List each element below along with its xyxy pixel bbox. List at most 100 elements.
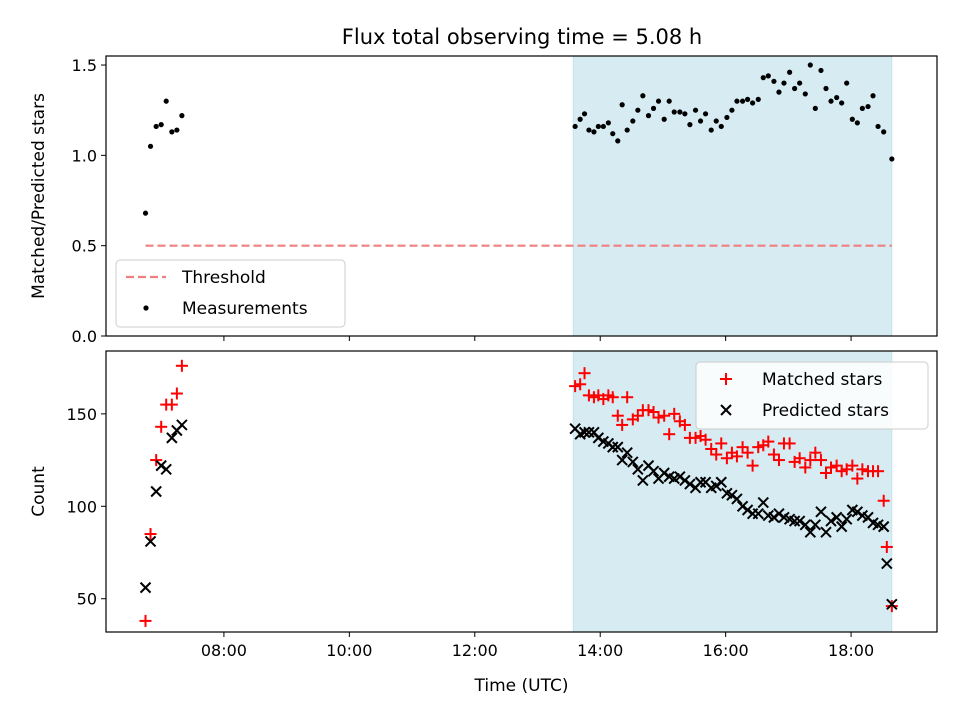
measurement-point (671, 109, 677, 115)
measurement-point (600, 123, 606, 130)
predicted-star-marker (840, 513, 853, 525)
marker-stroke (647, 465, 660, 477)
predicted-star-marker (809, 519, 822, 531)
matched-star-marker (835, 465, 848, 478)
predicted-star-marker (804, 526, 817, 538)
measurement-point (881, 129, 887, 135)
marker-stroke (150, 485, 162, 498)
measurement-point (666, 98, 672, 104)
predicted-star-marker (160, 463, 172, 476)
measurement-point (630, 118, 636, 124)
measurement-point (755, 96, 761, 102)
marker-stroke (637, 474, 649, 487)
measurement-point (889, 156, 895, 162)
predicted-star-marker (166, 432, 178, 444)
x-axis-label: Time (UTC) (474, 676, 569, 696)
predicted-star-marker (647, 465, 660, 477)
marker-stroke (616, 454, 628, 466)
observing-window-shade (572, 55, 893, 337)
matched-star-marker (170, 387, 183, 400)
marker-stroke (862, 511, 874, 524)
matched-star-marker (772, 454, 785, 467)
measurement-point (635, 107, 641, 113)
legend: Matched stars Predicted stars (695, 361, 929, 430)
matched-star-marker (793, 452, 806, 465)
predicted-star-marker (694, 476, 707, 488)
matched-star-marker (767, 448, 780, 461)
measurement-point (158, 122, 164, 128)
marker-stroke (783, 513, 796, 525)
matched-star-marker (877, 494, 890, 507)
measurement-point (834, 94, 840, 101)
legend-box (115, 259, 346, 328)
matched-star-marker (175, 359, 188, 372)
measurement-point (750, 100, 756, 106)
legend-predicted-swatch (720, 404, 732, 416)
marker-stroke (830, 511, 843, 524)
x-tick-label: 12:00 (452, 641, 498, 660)
matched-star-marker (814, 454, 827, 467)
matched-star-marker (144, 528, 157, 541)
marker-stroke (804, 526, 817, 538)
predicted-star-marker (621, 446, 633, 459)
matched-star-marker (880, 540, 893, 553)
marker-stroke (684, 478, 696, 490)
marker-stroke (160, 463, 172, 476)
marker-stroke (166, 432, 178, 444)
matched-star-marker (647, 406, 660, 419)
matched-star-marker (885, 600, 898, 613)
measurement-point (797, 80, 803, 86)
measurement-point (844, 80, 850, 86)
matched-star-marker (578, 367, 591, 380)
marker-stroke (752, 507, 764, 520)
matched-star-marker (872, 465, 885, 478)
matched-star-marker (569, 380, 582, 393)
bottom-panel: 08:00 10:00 12:00 14:00 16:00 18:00 50 100 150 Co… (29, 350, 938, 696)
matched-star-marker (846, 459, 859, 472)
measurement-point (179, 113, 185, 119)
marker-stroke (872, 519, 884, 531)
marker-stroke (835, 520, 848, 533)
measurement-point (828, 98, 834, 104)
measurement-point (865, 103, 871, 110)
measurement-point (771, 78, 777, 84)
matched-star-marker (762, 435, 775, 448)
measurement-point (776, 89, 782, 95)
y-tick-label: 1.0 (72, 146, 97, 165)
y-tick-label: 150 (66, 405, 97, 424)
legend-label: Predicted stars (762, 401, 889, 421)
marker-stroke (793, 515, 806, 527)
marker-stroke (694, 476, 707, 488)
predicted-star-marker (820, 526, 832, 538)
predicted-star-marker (788, 515, 801, 527)
matched-star-marker (139, 614, 152, 627)
matched-star-marker (752, 441, 765, 454)
y-tick-label: 0.5 (72, 237, 97, 256)
predicted-star-marker (881, 557, 893, 570)
x-tick-label: 10:00 (326, 641, 372, 660)
legend: Threshold Measurements (115, 259, 346, 328)
measurement-point (692, 107, 699, 113)
marker-stroke (778, 511, 790, 524)
marker-stroke (597, 435, 610, 448)
measurement-point (859, 105, 865, 111)
y-axis-label: Matched/Predicted stars (29, 93, 49, 299)
y-tick-label: 50 (77, 590, 97, 609)
y-axis-label: Count (29, 466, 49, 517)
predicted-star-marker (835, 520, 848, 533)
series-plus (139, 359, 898, 627)
marker-stroke (607, 441, 619, 453)
predicted-star-marker (731, 493, 743, 505)
measurement-point (619, 102, 625, 108)
marker-stroke (569, 422, 581, 435)
measurement-point (713, 118, 719, 124)
marker-stroke (799, 519, 812, 531)
measurement-point (854, 120, 860, 126)
matched-star-marker (720, 452, 733, 465)
x-tick-label: 14:00 (577, 641, 623, 660)
marker-stroke (612, 441, 624, 453)
measurement-point (169, 129, 175, 135)
y-tick-label: 1.5 (72, 56, 97, 75)
measurement-point (781, 80, 787, 86)
measurement-point (153, 123, 159, 130)
